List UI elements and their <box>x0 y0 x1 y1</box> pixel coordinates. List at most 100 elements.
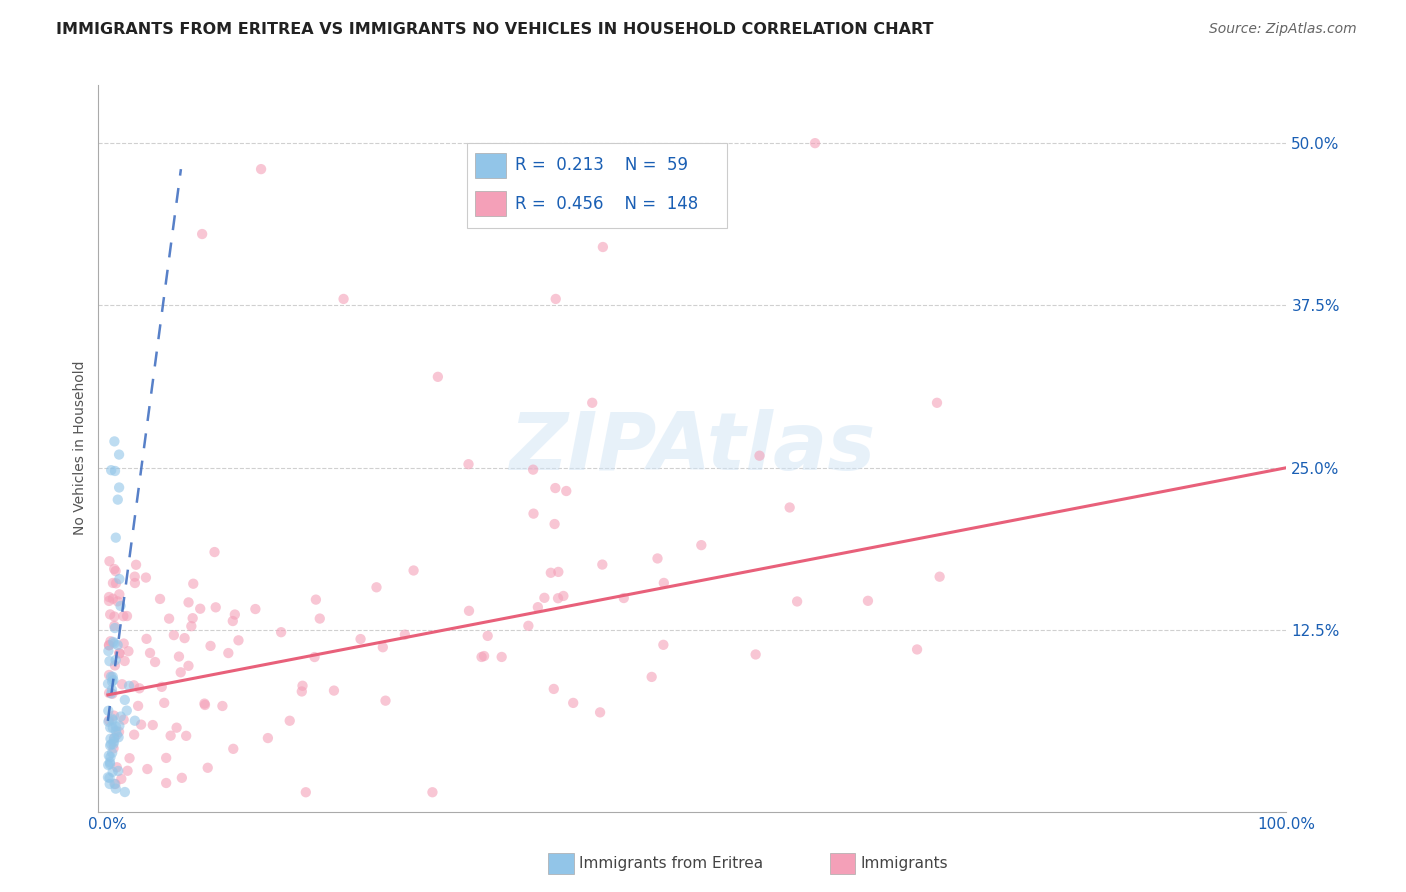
Point <box>117 644 139 658</box>
Point <box>110 772 132 786</box>
Point <box>114 785 136 799</box>
Point <box>103 735 125 749</box>
Point <box>308 611 330 625</box>
Text: Immigrants: Immigrants <box>860 856 948 871</box>
Point <box>581 396 603 410</box>
Point <box>804 136 827 150</box>
Point <box>166 721 188 735</box>
Text: IMMIGRANTS FROM ERITREA VS IMMIGRANTS NO VEHICLES IN HOUSEHOLD CORRELATION CHART: IMMIGRANTS FROM ERITREA VS IMMIGRANTS NO… <box>56 22 934 37</box>
Point <box>103 737 125 751</box>
Point <box>105 576 128 591</box>
Point <box>98 686 121 700</box>
Point <box>97 758 120 772</box>
Point <box>104 781 127 796</box>
Point <box>856 594 879 608</box>
Point <box>217 646 239 660</box>
Point <box>295 785 318 799</box>
Point <box>98 607 121 622</box>
Point <box>103 636 125 650</box>
Point <box>522 463 544 477</box>
Point <box>142 718 165 732</box>
Point <box>177 595 200 609</box>
Point <box>108 448 131 462</box>
Point <box>110 709 132 723</box>
Point <box>159 729 181 743</box>
Point <box>652 575 675 590</box>
Point <box>103 562 125 576</box>
Point <box>177 658 200 673</box>
Point <box>101 713 124 727</box>
Point <box>101 746 124 760</box>
Point <box>103 777 125 791</box>
Point <box>104 531 127 545</box>
Point <box>107 764 129 778</box>
Point <box>97 714 120 729</box>
Point <box>97 748 120 763</box>
Point <box>905 642 928 657</box>
Point <box>104 653 127 667</box>
Point <box>114 654 136 668</box>
Point <box>128 681 150 696</box>
Point <box>104 777 127 791</box>
Point <box>122 728 145 742</box>
Point <box>104 724 127 739</box>
Point <box>112 609 135 624</box>
Point <box>108 587 131 601</box>
Point <box>204 545 226 559</box>
Point <box>522 507 544 521</box>
Point <box>748 449 770 463</box>
Point <box>613 591 636 605</box>
Point <box>101 721 124 735</box>
Point <box>371 640 394 655</box>
Point <box>135 632 157 646</box>
Point <box>114 693 136 707</box>
Point <box>153 696 176 710</box>
Point <box>191 227 214 241</box>
Point <box>101 712 124 726</box>
Point <box>349 632 371 646</box>
Point <box>101 682 124 697</box>
Point <box>589 706 612 720</box>
Point <box>110 599 132 613</box>
Point <box>323 683 346 698</box>
Point <box>544 481 567 495</box>
Point <box>155 776 177 790</box>
Point <box>139 646 162 660</box>
Point <box>98 721 121 735</box>
Point <box>270 625 292 640</box>
Point <box>471 650 494 665</box>
Point <box>173 631 195 645</box>
Point <box>193 697 215 711</box>
Point <box>98 777 121 791</box>
Point <box>204 600 226 615</box>
Point <box>98 668 121 682</box>
Point <box>100 634 122 648</box>
Text: ZIPAtlas: ZIPAtlas <box>509 409 876 487</box>
Point <box>98 757 121 772</box>
Point <box>100 686 122 700</box>
Point <box>426 369 449 384</box>
Point <box>98 590 121 604</box>
Point <box>115 609 138 624</box>
Point <box>107 594 129 608</box>
Point <box>278 714 301 728</box>
Point <box>180 619 202 633</box>
Point <box>194 698 217 712</box>
Point <box>170 665 193 680</box>
Point <box>107 638 129 652</box>
Point <box>228 633 250 648</box>
Point <box>543 516 565 531</box>
Point <box>136 762 159 776</box>
Point <box>149 591 172 606</box>
Point <box>222 742 245 756</box>
Point <box>547 591 569 606</box>
Point <box>127 698 149 713</box>
Point <box>103 619 125 633</box>
Point <box>98 714 121 728</box>
Point <box>257 731 280 745</box>
Point <box>458 604 481 618</box>
Point <box>157 612 180 626</box>
Point <box>224 607 246 622</box>
Point <box>98 594 121 608</box>
Point <box>555 483 578 498</box>
